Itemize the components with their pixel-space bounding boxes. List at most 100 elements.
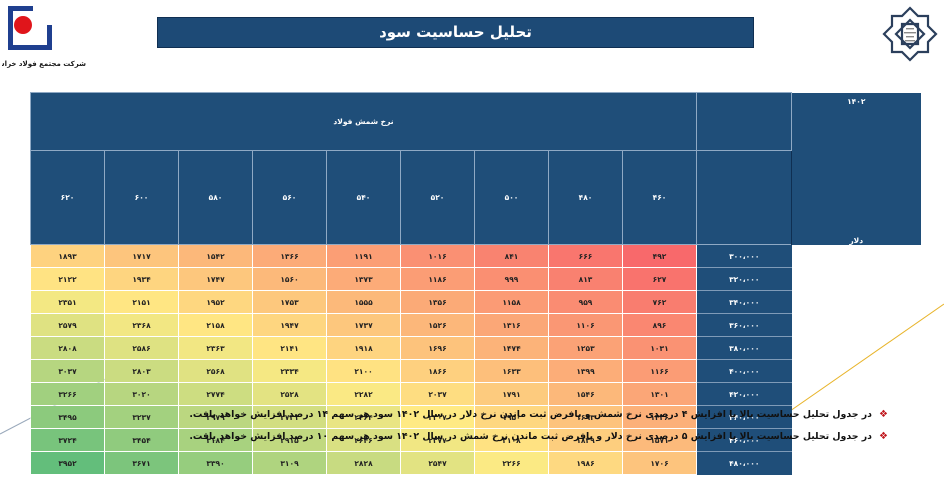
profit-cell: ۱۳۱۶: [474, 313, 549, 337]
slide-title: تحلیل حساسیت سود: [157, 17, 754, 48]
profit-cell: ۱۶۹۳: [548, 405, 623, 429]
dollar-rate-header-blank: [696, 91, 792, 152]
profit-cell: ۳۴۹۵: [30, 405, 105, 429]
profit-cell: ۳۳۹۰: [178, 451, 253, 475]
profit-cell: ۱۶۹۶: [400, 336, 475, 360]
profit-cell: ۱۵۴۶: [548, 382, 623, 406]
steel-price-value: ۶۲۰: [30, 150, 105, 245]
profit-cell: ۱۷۹۱: [474, 382, 549, 406]
profit-cell: ۱۵۵۵: [326, 290, 401, 314]
table-row: ۲۸۰۸ ۲۵۸۶ ۲۳۶۳ ۲۱۴۱ ۱۹۱۸ ۱۶۹۶ ۱۴۷۴ ۱۲۵۳ ۱۰۳۱ ۳۸۰،…: [30, 336, 921, 360]
table-row: ۳۷۲۴ ۳۴۵۴ ۳۱۸۴ ۲۹۱۵ ۲۶۴۶ ۲۳۷۷ ۲۱۰۸ ۱۸۳۹ ۱۵۷۱ ۴۶۰،…: [30, 428, 921, 452]
steel-price-value: ۶۰۰: [104, 150, 179, 245]
profit-cell: ۱۵۴۲: [178, 244, 253, 268]
profit-cell: ۲۳۵۱: [30, 290, 105, 314]
note-item: ❖ در جدول تحلیل حساسیت بالا با افزایش ۵ …: [68, 426, 888, 448]
profit-cell: ۱۹۱۸: [326, 336, 401, 360]
decorative-line-right: [780, 303, 944, 419]
note-item: ❖ در جدول تحلیل حساسیت بالا با افزایش ۴ …: [68, 404, 888, 426]
profit-cell: ۲۱۵۸: [178, 313, 253, 337]
sensitivity-table: نرخ شمش فولاد ۱۴۰۲ دلار ۶۲۰ ۶۰۰ ۵۸۰ ۵۶۰ …: [30, 91, 921, 475]
diamond-bullet-icon: ❖: [879, 431, 888, 442]
steel-price-value: ۵۸۰: [178, 150, 253, 245]
steel-price-value: ۴۶۰: [622, 150, 697, 245]
profit-cell: ۱۵۷۱: [622, 428, 697, 452]
dollar-rate-label: ۴۴۰،۰۰۰: [696, 405, 792, 429]
note-text: در جدول تحلیل حساسیت بالا با افزایش ۴ در…: [189, 409, 872, 420]
profit-cell: ۱۸۳۹: [548, 428, 623, 452]
profit-cell: ۱۷۳۷: [326, 313, 401, 337]
profit-cell: ۲۰۳۷: [400, 382, 475, 406]
table-row: ۱۸۹۳ ۱۷۱۷ ۱۵۴۲ ۱۳۶۶ ۱۱۹۱ ۱۰۱۶ ۸۴۱ ۶۶۶ ۴۹۲ ۳۰۰،۰۰۰: [30, 244, 921, 268]
profit-cell: ۹۹۹: [474, 267, 549, 291]
table-row: ۳۹۵۲ ۳۶۷۱ ۳۳۹۰ ۳۱۰۹ ۲۸۲۸ ۲۵۴۷ ۲۲۶۶ ۱۹۸۶ ۱۷۰۶ ۴۸۰،…: [30, 451, 921, 475]
profit-cell: ۳۴۵۴: [104, 428, 179, 452]
steel-price-header: نرخ شمش فولاد: [30, 91, 697, 152]
profit-cell: ۲۷۲۱: [252, 405, 327, 429]
profit-cell: ۲۱۲۲: [30, 267, 105, 291]
profit-cell: ۲۱۴۱: [252, 336, 327, 360]
profit-cell: ۲۲۸۲: [326, 382, 401, 406]
diamond-bullet-icon: ❖: [879, 409, 888, 420]
profit-cell: ۱۱۸۶: [400, 267, 475, 291]
dollar-rate-label: ۳۲۰،۰۰۰: [696, 267, 792, 291]
notes-list: ❖ در جدول تحلیل حساسیت بالا با افزایش ۴ …: [68, 404, 888, 448]
profit-cell: ۲۵۸۶: [104, 336, 179, 360]
geometric-knot-logo-icon: [882, 6, 938, 64]
profit-cell: ۱۳۵۶: [400, 290, 475, 314]
dollar-rate-label: ۳۶۰،۰۰۰: [696, 313, 792, 337]
profit-cell: ۲۸۰۳: [104, 359, 179, 383]
profit-cell: ۲۵۲۸: [252, 382, 327, 406]
profit-cell: ۹۵۹: [548, 290, 623, 314]
steel-price-value: ۵۲۰: [400, 150, 475, 245]
profit-cell: ۳۹۵۲: [30, 451, 105, 475]
steel-price-value: ۵۴۰: [326, 150, 401, 245]
profit-cell: ۲۲۰۷: [400, 405, 475, 429]
profit-cell: ۱۷۰۶: [622, 451, 697, 475]
profit-cell: ۱۸۹۳: [30, 244, 105, 268]
profit-cell: ۲۵۶۸: [178, 359, 253, 383]
logo-frame-icon: [8, 5, 53, 50]
profit-cell: ۳۲۶۶: [30, 382, 105, 406]
profit-cell: ۲۲۶۶: [474, 451, 549, 475]
dollar-rate-label: ۴۶۰،۰۰۰: [696, 428, 792, 452]
profit-cell: ۱۷۴۷: [178, 267, 253, 291]
profit-cell: ۲۳۶۳: [178, 336, 253, 360]
table-row: ۳۰۳۷ ۲۸۰۳ ۲۵۶۸ ۲۳۳۴ ۲۱۰۰ ۱۸۶۶ ۱۶۳۳ ۱۳۹۹ ۱۱۶۶ ۴۰۰،…: [30, 359, 921, 383]
dollar-rate-label: ۴۰۰،۰۰۰: [696, 359, 792, 383]
profit-cell: ۱۹۳۴: [104, 267, 179, 291]
profit-cell: ۲۳۷۷: [400, 428, 475, 452]
profit-cell: ۱۹۸۶: [548, 451, 623, 475]
profit-cell: ۱۳۰۱: [622, 382, 697, 406]
profit-cell: ۲۷۷۴: [178, 382, 253, 406]
profit-cell: ۲۱۰۸: [474, 428, 549, 452]
profit-cell: ۱۸۶۶: [400, 359, 475, 383]
table-row: ۳۲۶۶ ۳۰۲۰ ۲۷۷۴ ۲۵۲۸ ۲۲۸۲ ۲۰۳۷ ۱۷۹۱ ۱۵۴۶ ۱۳۰۱ ۴۲۰،…: [30, 382, 921, 406]
year-column: ۱۴۰۲ دلار: [791, 92, 921, 245]
profit-cell: ۲۸۰۸: [30, 336, 105, 360]
profit-cell: ۲۳۳۴: [252, 359, 327, 383]
profit-cell: ۳۶۷۱: [104, 451, 179, 475]
profit-cell: ۱۱۹۱: [326, 244, 401, 268]
profit-cell: ۱۱۰۶: [548, 313, 623, 337]
profit-cell: ۱۳۷۳: [326, 267, 401, 291]
profit-cell: ۱۵۲۶: [400, 313, 475, 337]
profit-cell: ۱۷۵۳: [252, 290, 327, 314]
table-row: ۳۴۹۵ ۳۲۳۷ ۲۹۷۹ ۲۷۲۱ ۲۴۶۴ ۲۲۰۷ ۱۹۵۰ ۱۶۹۳ ۱۴۳۶ ۴۴۰،…: [30, 405, 921, 429]
profit-cell: ۱۵۶۰: [252, 267, 327, 291]
profit-cell: ۲۵۴۷: [400, 451, 475, 475]
profit-cell: ۳۰۲۰: [104, 382, 179, 406]
profit-cell: ۱۹۴۷: [252, 313, 327, 337]
note-text: در جدول تحلیل حساسیت بالا با افزایش ۵ در…: [189, 431, 872, 442]
profit-cell: ۱۴۷۴: [474, 336, 549, 360]
dollar-rate-label: ۴۸۰،۰۰۰: [696, 451, 792, 475]
profit-cell: ۳۱۰۹: [252, 451, 327, 475]
table-row: ۲۵۷۹ ۲۳۶۸ ۲۱۵۸ ۱۹۴۷ ۱۷۳۷ ۱۵۲۶ ۱۳۱۶ ۱۱۰۶ ۸۹۶ ۳۶۰،۰…: [30, 313, 921, 337]
profit-cell: ۲۳۶۸: [104, 313, 179, 337]
profit-cell: ۱۷۱۷: [104, 244, 179, 268]
profit-cell: ۲۶۴۶: [326, 428, 401, 452]
profit-cell: ۸۹۶: [622, 313, 697, 337]
dollar-rate-label: ۳۸۰،۰۰۰: [696, 336, 792, 360]
profit-cell: ۶۲۷: [622, 267, 697, 291]
dollar-rate-header-blank: [696, 150, 792, 245]
